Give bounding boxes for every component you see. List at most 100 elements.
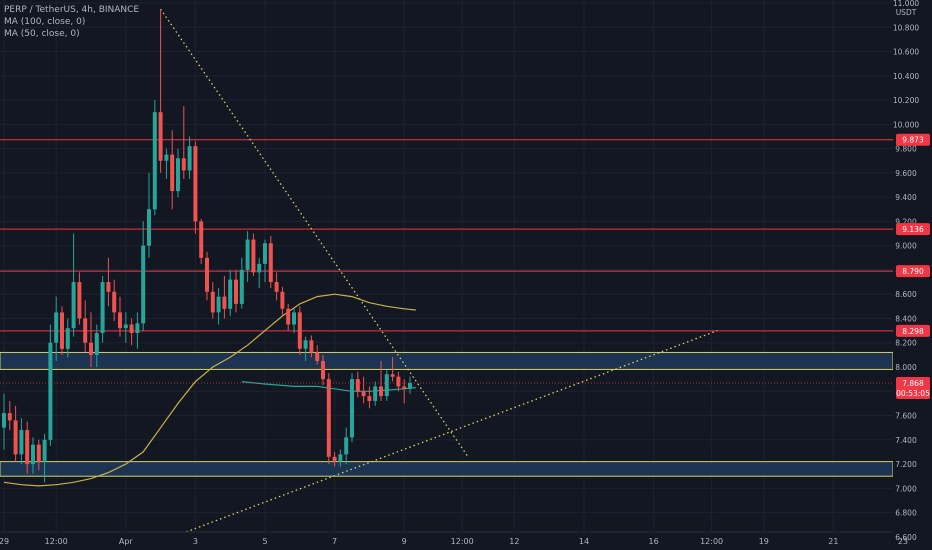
candle	[315, 345, 320, 365]
x-tick-label: 12:00	[45, 537, 68, 546]
candle-body	[60, 312, 64, 349]
trend-line-1	[136, 329, 718, 550]
candle-body	[396, 376, 401, 387]
candle	[408, 376, 412, 394]
price-axis[interactable]: 6.6006.8007.0007.2007.4007.6007.8008.000…	[893, 0, 919, 542]
candle	[89, 312, 93, 367]
candles	[2, 9, 412, 483]
candle-body	[71, 282, 76, 329]
grid-lines	[0, 0, 904, 538]
candle-body	[77, 282, 82, 319]
candle	[83, 300, 88, 353]
time-axis-background	[0, 532, 893, 550]
candle-body	[274, 282, 279, 292]
candle-body	[303, 340, 308, 349]
ma100-legend[interactable]: MA (100, close, 0)	[4, 17, 86, 27]
price-tag	[896, 265, 930, 278]
x-tick-label: 19	[759, 537, 769, 546]
price-tag-label: 9.873	[902, 136, 924, 145]
candle	[280, 286, 285, 317]
candle	[158, 9, 163, 173]
countdown-label: 00:53:05	[896, 389, 930, 398]
candle-body	[135, 323, 140, 334]
ma50-legend[interactable]: MA (50, close, 0)	[4, 29, 80, 39]
current-price-tag	[896, 377, 930, 400]
candle-body	[251, 239, 256, 273]
x-tick-label: 21	[828, 537, 838, 546]
candle-body	[338, 454, 343, 462]
candle	[292, 308, 296, 334]
candle	[147, 172, 151, 258]
x-tick-label: 5	[262, 537, 267, 546]
symbol-title[interactable]: PERP / TetherUS, 4h, BINANCE	[4, 5, 140, 15]
candle	[245, 231, 250, 283]
candle-body	[181, 158, 186, 171]
candle	[361, 376, 366, 404]
x-tick-label: 12	[509, 537, 519, 546]
candle	[234, 269, 238, 313]
candle-body	[54, 312, 59, 343]
candle	[379, 360, 383, 401]
candle-body	[13, 420, 18, 455]
candle-body	[234, 279, 238, 304]
candle-body	[297, 312, 302, 349]
y-tick-label: 9.000	[895, 242, 917, 251]
time-axis[interactable]: 29 12:00 Apr 3 5 7 9 12:00 12 14 16 12:00 19 21 23	[0, 537, 908, 546]
candle-body	[123, 324, 128, 329]
y-tick-label: 7.600	[895, 412, 917, 421]
y-tick-label: 10.400	[893, 72, 919, 81]
candle-body	[89, 342, 93, 355]
candle-body	[187, 146, 192, 171]
candle-body	[170, 154, 175, 192]
candle-body	[355, 379, 360, 392]
candle	[60, 306, 64, 355]
candle-body	[268, 243, 273, 283]
x-tick-label: Apr	[119, 537, 134, 546]
candle-body	[373, 386, 378, 401]
candle	[210, 282, 215, 319]
chart-legend: PERP / TetherUS, 4h, BINANCE MA (100, cl…	[4, 4, 139, 40]
candle-body	[344, 437, 349, 455]
candle	[19, 417, 24, 465]
candle	[239, 257, 244, 309]
x-tick-label: 29	[0, 537, 9, 546]
ma100-line	[241, 381, 416, 392]
candle-body	[367, 396, 372, 401]
candle-body	[286, 308, 291, 325]
candle	[71, 233, 76, 337]
candle	[170, 130, 175, 210]
candle	[94, 324, 99, 367]
candle-body	[106, 282, 111, 292]
candle	[263, 239, 267, 283]
candle	[77, 272, 82, 325]
y-tick-label: 10.200	[893, 96, 919, 105]
x-tick-label: 9	[402, 537, 407, 546]
candle	[48, 324, 53, 446]
candle-body	[158, 112, 163, 161]
candle	[384, 369, 389, 401]
candle-body	[19, 430, 24, 455]
candle-body	[112, 291, 117, 313]
candle	[303, 336, 308, 361]
candle-body	[147, 209, 151, 246]
candle-body	[199, 221, 204, 258]
candle	[286, 303, 291, 331]
price-tag	[896, 133, 930, 146]
candle	[205, 251, 209, 301]
candle	[321, 354, 325, 386]
candle-body	[118, 312, 122, 329]
candle	[268, 235, 273, 289]
price-tag-label: 8.790	[902, 267, 924, 276]
candle-body	[280, 291, 285, 309]
y-tick-label: 7.400	[895, 436, 917, 445]
candle-body	[390, 374, 395, 377]
candle-body	[25, 430, 30, 465]
y-tick-label: 8.600	[895, 290, 917, 299]
candle	[141, 221, 146, 331]
candle-body	[402, 386, 407, 389]
candle	[112, 279, 117, 321]
candle-body	[141, 245, 146, 324]
candle	[390, 357, 395, 382]
